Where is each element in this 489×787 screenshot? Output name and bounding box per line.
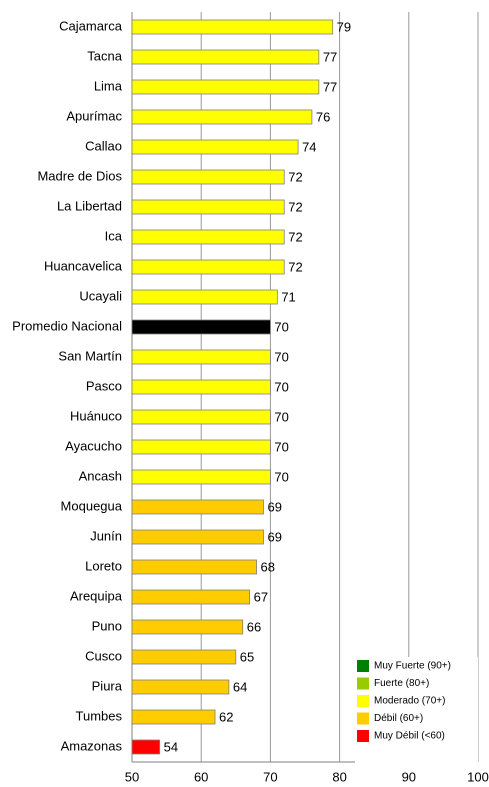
value-label: 72 xyxy=(288,199,302,214)
bar xyxy=(131,679,230,695)
y-tick-label: Puno xyxy=(92,618,122,633)
bar xyxy=(131,319,271,335)
y-tick-label: Promedio Nacional xyxy=(12,318,122,333)
bar xyxy=(131,469,271,485)
value-label: 64 xyxy=(233,679,247,694)
value-label: 72 xyxy=(288,229,302,244)
value-label: 68 xyxy=(261,559,275,574)
value-label: 70 xyxy=(274,469,288,484)
bar xyxy=(131,649,237,665)
legend-label: Muy Fuerte (90+) xyxy=(374,661,451,672)
bar xyxy=(131,349,271,365)
value-label: 70 xyxy=(274,409,288,424)
bar xyxy=(131,499,264,515)
y-tick-label: Tacna xyxy=(87,48,122,63)
bar xyxy=(131,409,271,425)
y-tick-label: San Martín xyxy=(58,348,122,363)
value-label: 66 xyxy=(247,619,261,634)
bar xyxy=(131,169,285,185)
legend-label: Muy Débil (<60) xyxy=(374,731,445,742)
value-label: 74 xyxy=(302,139,316,154)
x-tick-label: 70 xyxy=(263,769,277,784)
value-label: 67 xyxy=(254,589,268,604)
legend-label: Moderado (70+) xyxy=(374,696,445,707)
bar xyxy=(131,589,251,605)
bar xyxy=(131,79,320,95)
y-tick-label: Arequipa xyxy=(70,588,123,603)
bar xyxy=(131,529,264,545)
bar xyxy=(131,619,244,635)
bar xyxy=(131,559,257,575)
y-tick-label: Madre de Dios xyxy=(37,168,122,183)
value-label: 65 xyxy=(240,649,254,664)
value-label: 71 xyxy=(281,289,295,304)
y-tick-label: Junín xyxy=(90,528,122,543)
bar xyxy=(131,379,271,395)
value-label: 70 xyxy=(274,349,288,364)
legend-box xyxy=(355,657,478,770)
value-label: 72 xyxy=(288,259,302,274)
bar xyxy=(131,739,161,755)
y-tick-label: Ucayali xyxy=(79,288,122,303)
value-label: 79 xyxy=(337,19,351,34)
y-tick-label: Ica xyxy=(105,228,123,243)
x-tick-label: 60 xyxy=(194,769,208,784)
y-tick-label: Pasco xyxy=(86,378,122,393)
y-tick-label: Moquegua xyxy=(61,498,123,513)
value-label: 70 xyxy=(274,439,288,454)
x-tick-label: 50 xyxy=(125,769,139,784)
legend-swatch xyxy=(357,712,369,725)
y-tick-label: Amazonas xyxy=(61,738,123,753)
x-tick-label: 80 xyxy=(332,769,346,784)
legend-swatch xyxy=(357,677,369,690)
bar xyxy=(131,139,299,155)
y-tick-label: Ancash xyxy=(79,468,122,483)
value-label: 72 xyxy=(288,169,302,184)
bar xyxy=(131,19,334,35)
bar xyxy=(131,49,320,65)
y-tick-label: Huancavelica xyxy=(44,258,123,273)
bar xyxy=(131,109,313,125)
bar xyxy=(131,259,285,275)
legend-swatch xyxy=(357,695,369,707)
bar xyxy=(131,229,285,245)
value-label: 77 xyxy=(323,49,337,64)
bar xyxy=(131,709,216,725)
legend-swatch xyxy=(357,730,369,742)
y-tick-label: Tumbes xyxy=(76,708,123,723)
value-label: 69 xyxy=(267,529,281,544)
legend-label: Débil (60+) xyxy=(374,713,423,724)
value-label: 54 xyxy=(164,739,178,754)
y-tick-label: Piura xyxy=(92,678,123,693)
y-tick-label: Apurímac xyxy=(66,108,122,123)
y-tick-label: Cajamarca xyxy=(59,18,123,33)
value-label: 62 xyxy=(219,709,233,724)
y-tick-label: La Libertad xyxy=(57,198,122,213)
bar xyxy=(131,439,271,455)
y-tick-label: Callao xyxy=(85,138,122,153)
x-tick-label: 100 xyxy=(467,769,489,784)
value-label: 69 xyxy=(267,499,281,514)
value-label: 70 xyxy=(274,379,288,394)
value-label: 77 xyxy=(323,79,337,94)
y-tick-label: Cusco xyxy=(85,648,122,663)
legend-label: Fuerte (80+) xyxy=(374,678,429,689)
bar xyxy=(131,289,278,305)
bar xyxy=(131,199,285,215)
value-label: 70 xyxy=(274,319,288,334)
y-tick-label: Lima xyxy=(94,78,123,93)
y-tick-label: Loreto xyxy=(85,558,122,573)
y-tick-label: Ayacucho xyxy=(65,438,122,453)
y-tick-label: Huánuco xyxy=(70,408,122,423)
value-label: 76 xyxy=(316,109,330,124)
legend-swatch xyxy=(357,660,369,672)
x-tick-label: 90 xyxy=(402,769,416,784)
